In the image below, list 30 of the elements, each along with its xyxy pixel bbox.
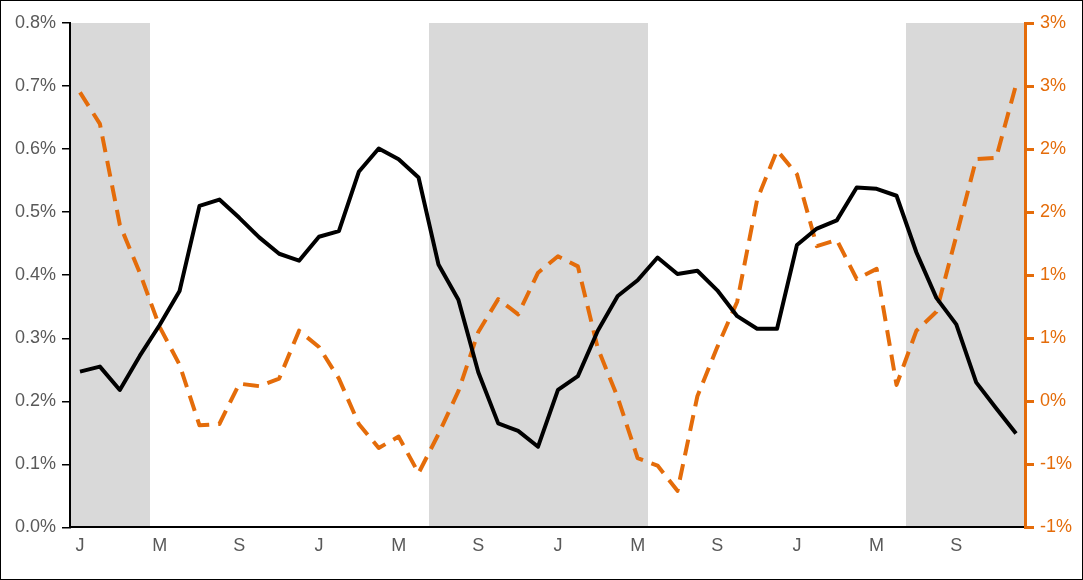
y2-tick-label: 2%	[1039, 138, 1067, 159]
x-tick-label: S	[472, 535, 485, 556]
y-tick-label: 0.5%	[15, 201, 57, 222]
y2-tick-label: 3%	[1039, 75, 1067, 96]
y2-tick-label: -1%	[1039, 453, 1073, 474]
y2-tick-label: -1%	[1039, 516, 1073, 537]
y-tick-label: 0.8%	[15, 11, 57, 32]
y-tick-label: 0.7%	[15, 75, 57, 96]
y-tick-label: 0.3%	[15, 327, 57, 348]
x-tick-label: J	[75, 535, 85, 556]
y-tick-label: 0.2%	[15, 390, 57, 411]
x-tick-label: M	[152, 535, 168, 556]
y2-tick-label: 1%	[1039, 327, 1067, 348]
x-tick-label: M	[869, 535, 885, 556]
x-tick-label: S	[950, 535, 963, 556]
y2-tick-label: 2%	[1039, 201, 1067, 222]
x-tick-label: S	[233, 535, 246, 556]
x-tick-label: J	[314, 535, 324, 556]
x-tick-label: J	[553, 535, 563, 556]
y2-tick-label: 0%	[1039, 390, 1067, 411]
y-tick-label: 0.6%	[15, 138, 57, 159]
y2-tick-label: 1%	[1039, 264, 1067, 285]
x-tick-label: M	[391, 535, 407, 556]
x-tick-label: M	[630, 535, 646, 556]
y2-tick-label: 3%	[1039, 11, 1067, 32]
y-tick-label: 0.1%	[15, 453, 57, 474]
y-tick-label: 0.4%	[15, 264, 57, 285]
x-tick-label: J	[792, 535, 802, 556]
y-tick-label: 0.0%	[15, 516, 57, 537]
x-tick-label: S	[711, 535, 724, 556]
